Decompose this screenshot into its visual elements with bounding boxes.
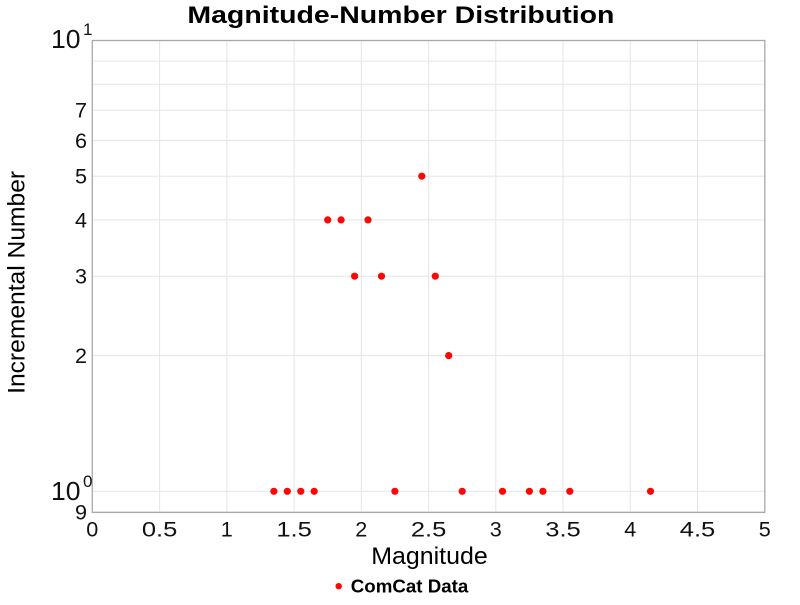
svg-text:9: 9	[75, 499, 87, 524]
svg-text:4: 4	[624, 516, 636, 541]
svg-text:10: 10	[51, 476, 81, 506]
svg-text:Magnitude-Number Distribution: Magnitude-Number Distribution	[187, 2, 614, 29]
svg-text:4.5: 4.5	[680, 516, 716, 541]
svg-text:10: 10	[51, 24, 81, 54]
svg-text:1.5: 1.5	[276, 516, 312, 541]
svg-text:7: 7	[75, 98, 87, 123]
svg-text:Magnitude: Magnitude	[371, 543, 488, 570]
svg-text:0: 0	[86, 516, 98, 541]
svg-text:3: 3	[75, 264, 87, 289]
svg-text:4: 4	[75, 207, 87, 232]
svg-text:1: 1	[83, 20, 92, 39]
svg-text:2.5: 2.5	[411, 516, 447, 541]
svg-text:ComCat Data: ComCat Data	[351, 575, 469, 596]
svg-text:0.5: 0.5	[142, 516, 178, 541]
svg-text:5: 5	[759, 516, 771, 541]
svg-text:2: 2	[75, 343, 87, 368]
svg-text:5: 5	[75, 164, 87, 189]
svg-text:6: 6	[75, 128, 87, 153]
svg-text:1: 1	[221, 516, 233, 541]
svg-text:2: 2	[355, 516, 367, 541]
svg-text:Incremental Number: Incremental Number	[4, 171, 31, 394]
svg-text:3.5: 3.5	[545, 516, 581, 541]
svg-text:0: 0	[83, 472, 92, 491]
svg-text:3: 3	[490, 516, 502, 541]
